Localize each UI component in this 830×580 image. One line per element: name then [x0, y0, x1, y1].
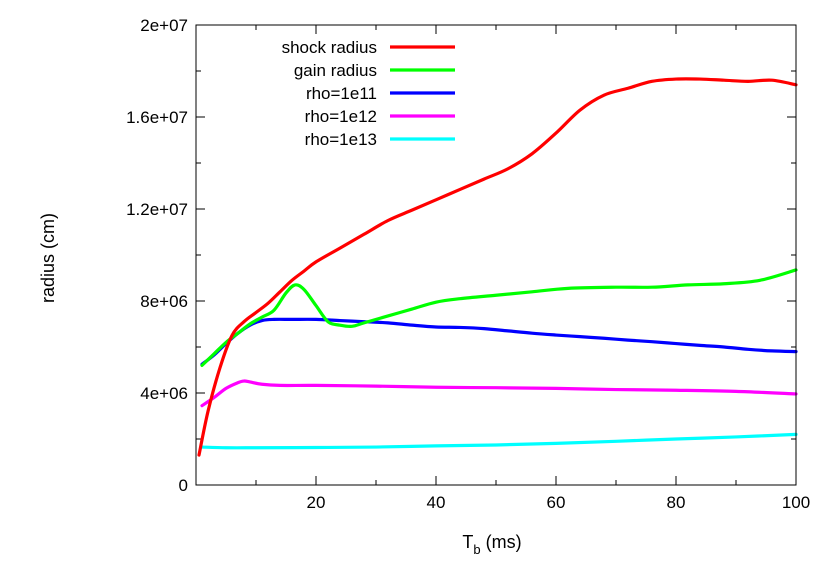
y-tick-label: 1.6e+07: [126, 108, 188, 127]
axis-ticks: [195, 24, 797, 486]
x-axis-label: Tb (ms): [462, 532, 521, 557]
x-tick-label: 40: [427, 493, 446, 512]
legend: shock radius gain radius rho=1e11 rho=1e12 r…: [282, 38, 455, 149]
y-tick-label: 1.2e+07: [126, 200, 188, 219]
y-tick-label: 8e+06: [140, 292, 188, 311]
series-line-rho-1e11: [200, 317, 798, 366]
plot-frame: [195, 24, 797, 486]
x-axis-label-unit: (ms): [481, 532, 522, 552]
x-axis-label-main: T: [462, 532, 473, 552]
series-line-gain-radius: [200, 268, 798, 367]
legend-label-shock-radius: shock radius: [282, 38, 377, 57]
series-line-rho-1e12: [200, 379, 798, 408]
x-tick-label: 100: [782, 493, 810, 512]
y-axis-label: radius (cm): [38, 213, 58, 303]
y-tick-label: 0: [179, 476, 188, 495]
x-tick-label: 20: [307, 493, 326, 512]
x-tick-label: 80: [667, 493, 686, 512]
series-line-shock-radius: [197, 77, 798, 457]
series-line-rho-1e13: [200, 432, 798, 450]
legend-label-rho-1e13: rho=1e13: [305, 130, 377, 149]
y-tick-label: 4e+06: [140, 384, 188, 403]
y-tick-label: 2e+07: [140, 16, 188, 35]
legend-label-rho-1e12: rho=1e12: [305, 107, 377, 126]
x-tick-label: 60: [547, 493, 566, 512]
x-axis-label-subscript: b: [473, 542, 480, 557]
tick-labels: 0 4e+06 8e+06 1.2e+07 1.6e+07 2e+07 20 40 60 80 10…: [126, 16, 810, 512]
legend-label-gain-radius: gain radius: [294, 61, 377, 80]
series-lines: [197, 77, 798, 457]
legend-label-rho-1e11: rho=1e11: [306, 84, 377, 103]
